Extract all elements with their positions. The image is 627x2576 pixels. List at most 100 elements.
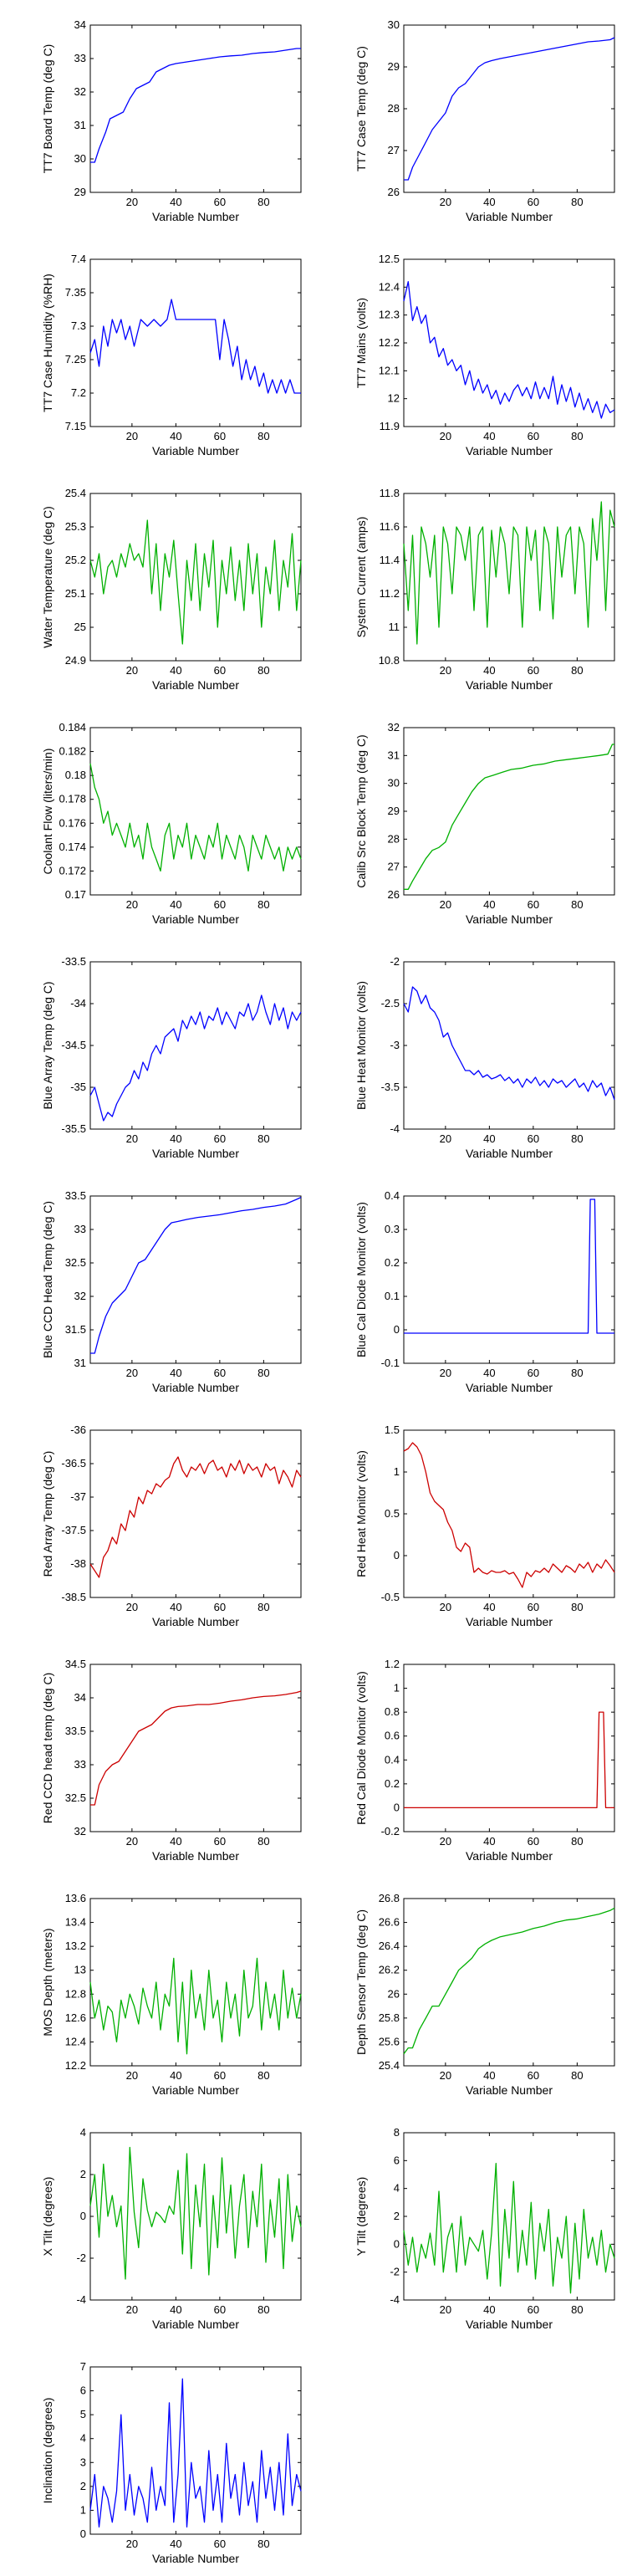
- plot-area: [403, 1664, 615, 1832]
- y-axis-label: System Current (amps): [354, 517, 368, 638]
- y-tick-label: 26.6: [379, 1916, 400, 1929]
- x-tick-label: 20: [440, 664, 451, 677]
- line-chart: 20 40 60 80 29 30 31 32 33 34 Variable Number TT7 B…: [41, 18, 302, 223]
- y-tick-label: 11: [389, 621, 400, 633]
- y-tick-label: 12.1: [379, 364, 400, 376]
- series-line: [403, 986, 615, 1101]
- y-tick-label: 0.174: [59, 841, 86, 853]
- y-tick-label: 4: [80, 2126, 86, 2139]
- x-tick-label: 20: [126, 1835, 138, 1848]
- y-tick-label: -2: [390, 955, 400, 968]
- plot-area: [403, 24, 615, 193]
- y-tick-label: 30: [388, 18, 400, 31]
- y-tick-label: -2: [76, 2251, 86, 2264]
- x-tick-label: 40: [483, 2303, 495, 2316]
- x-tick-label: 20: [126, 2538, 138, 2550]
- x-tick-label: 40: [483, 196, 495, 208]
- y-tick-label: 32: [388, 721, 400, 733]
- series-line: [89, 519, 302, 645]
- plot-area: [403, 258, 615, 427]
- line-chart: 20 40 60 80 -4 -2 0 2 4 Variable Number X Tilt (de…: [41, 2126, 302, 2331]
- series-line: [90, 1690, 302, 1806]
- x-tick-label: 40: [170, 1835, 181, 1848]
- x-tick-label: 80: [257, 2303, 269, 2316]
- y-axis-label: Red Array Temp (deg C): [41, 1451, 54, 1577]
- line-chart: 20 40 60 80 12.2 12.4 12.6 12.8 13 13.2 13.4 13.6 Va…: [41, 1892, 302, 2097]
- y-tick-label: 31: [388, 749, 400, 761]
- y-tick-label: 34: [74, 18, 86, 31]
- plot-area: [403, 1195, 615, 1364]
- line-chart: 20 40 60 80 -4 -3.5 -3 -2.5 -2 Variable Number Blu…: [354, 955, 615, 1160]
- y-tick-label: 25: [74, 621, 86, 633]
- y-tick-label: 32: [74, 1825, 86, 1837]
- y-tick-label: -36.5: [61, 1457, 86, 1469]
- x-tick-label: 80: [257, 430, 269, 442]
- x-tick-label: 40: [170, 1601, 181, 1613]
- y-tick-label: 12.3: [379, 309, 400, 321]
- y-tick-label: 2: [80, 2480, 86, 2492]
- x-axis-label: Variable Number: [466, 1147, 553, 1160]
- y-axis-label: MOS Depth (meters): [41, 1928, 54, 2036]
- x-tick-label: 40: [170, 1367, 181, 1379]
- chart-panel: 20 40 60 80 31 31.5 32 32.5 33 33.5 Variable Numbe…: [0, 1171, 314, 1405]
- y-tick-label: 31: [74, 119, 86, 131]
- y-axis-label: Blue Cal Diode Monitor (volts): [354, 1202, 368, 1357]
- y-tick-label: -3: [390, 1039, 400, 1051]
- x-tick-label: 60: [214, 1367, 226, 1379]
- y-tick-label: 2: [80, 2168, 86, 2180]
- y-tick-label: 8: [394, 2126, 400, 2139]
- x-tick-label: 20: [440, 2303, 451, 2316]
- y-tick-label: 13.6: [65, 1892, 86, 1904]
- x-tick-label: 40: [483, 2069, 495, 2082]
- plot-area: [89, 258, 302, 427]
- y-tick-label: 11.9: [380, 420, 400, 432]
- y-tick-label: 28: [388, 102, 400, 115]
- x-tick-label: 80: [571, 1367, 583, 1379]
- chart-panel: 20 40 60 80 11.9 12 12.1 12.2 12.3 12.4 12.5 Variab…: [314, 234, 627, 468]
- chart-panel: 20 40 60 80 26 27 28 29 30 31 32 Variable Number Cal…: [314, 703, 627, 937]
- plot-area: [89, 24, 302, 193]
- plot-area: [89, 493, 302, 662]
- y-tick-label: 27: [388, 144, 400, 156]
- chart-panel: 20 40 60 80 7.15 7.2 7.25 7.3 7.35 7.4 Variable Nu…: [0, 234, 314, 468]
- series-line: [404, 744, 614, 890]
- x-axis-label: Variable Number: [466, 1381, 553, 1394]
- y-tick-label: 7.25: [65, 353, 86, 365]
- y-tick-label: 0: [394, 1323, 400, 1336]
- plot-area: [89, 1664, 302, 1832]
- y-tick-label: 0.184: [59, 721, 86, 733]
- chart-panel: 20 40 60 80 0.17 0.172 0.174 0.176 0.178 0.18 0.18…: [0, 703, 314, 937]
- y-tick-label: 0: [80, 2527, 86, 2540]
- y-tick-label: -37.5: [61, 1524, 86, 1536]
- y-tick-label: 7.2: [71, 386, 86, 399]
- y-tick-label: 4: [394, 2182, 400, 2195]
- y-tick-label: 12.2: [65, 2059, 86, 2072]
- x-tick-label: 60: [214, 2538, 226, 2550]
- y-tick-label: 6: [394, 2154, 400, 2166]
- y-axis-label: Red CCD head temp (deg C): [41, 1673, 54, 1824]
- x-tick-label: 40: [483, 898, 495, 911]
- series-line: [404, 1199, 614, 1334]
- y-tick-label: 12.8: [65, 1987, 86, 2000]
- x-tick-label: 80: [257, 1601, 269, 1613]
- x-tick-label: 40: [483, 1132, 495, 1145]
- x-tick-label: 20: [126, 898, 138, 911]
- y-tick-label: 27: [388, 861, 400, 873]
- line-chart: 20 40 60 80 31 31.5 32 32.5 33 33.5 Variable Numbe…: [41, 1189, 302, 1394]
- plot-area: [403, 961, 615, 1130]
- x-axis-label: Variable Number: [466, 678, 553, 692]
- line-chart: 20 40 60 80 32 32.5 33 33.5 34 34.5 Variable Numbe…: [41, 1658, 302, 1863]
- plot-area: [89, 1898, 302, 2067]
- y-tick-label: 2: [394, 2210, 400, 2222]
- line-chart: 20 40 60 80 24.9 25 25.1 25.2 25.3 25.4 Variable N…: [41, 487, 302, 692]
- y-tick-label: 0.18: [65, 769, 86, 781]
- y-tick-label: 0.4: [385, 1189, 400, 1202]
- chart-panel: 20 40 60 80 -0.5 0 0.5 1 1.5 Variable Number Red H…: [314, 1405, 627, 1639]
- y-axis-label: Y Tilt (degrees): [354, 2177, 368, 2257]
- x-tick-label: 40: [483, 430, 495, 442]
- y-axis-label: Inclination (degrees): [41, 2398, 54, 2504]
- x-tick-label: 60: [528, 430, 539, 442]
- x-tick-label: 60: [214, 196, 226, 208]
- y-axis-label: TT7 Case Temp (deg C): [354, 46, 368, 171]
- series-line: [90, 48, 301, 163]
